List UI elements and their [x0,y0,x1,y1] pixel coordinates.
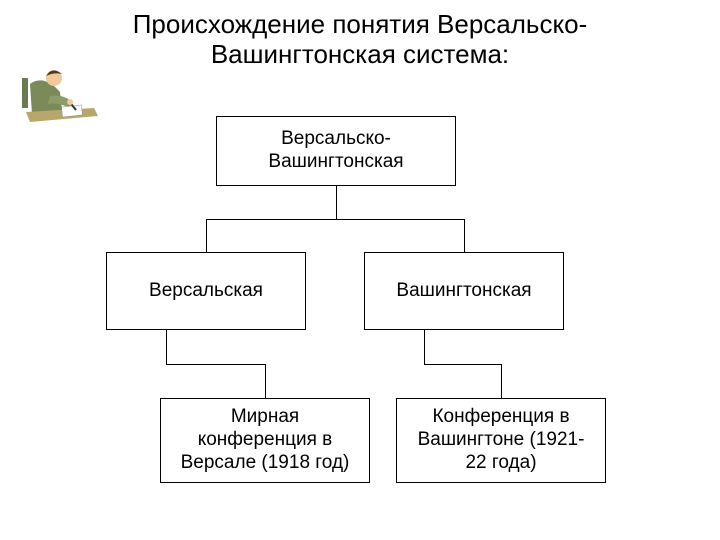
connector [166,364,265,365]
node-right2: Конференция в Вашингтоне (1921- 22 года) [396,398,606,483]
connector [424,330,425,364]
node-right1: Вашингтонская [364,252,564,330]
node-right2-line2: Вашингтоне (1921- [418,429,585,450]
node-right1-text: Вашингтонская [396,280,531,303]
connector [336,186,337,219]
connector [424,364,501,365]
connector [206,219,207,252]
slide-title: Происхождение понятия Версальско- Вашинг… [0,10,720,70]
node-right2-line3: 22 года) [465,452,536,473]
connector [501,364,502,398]
node-left2-line2: конференция в [198,429,333,450]
connector [206,219,464,220]
title-line1: Происхождение понятия Версальско- [133,9,588,39]
node-root: Версальско- Вашингтонская [216,116,456,186]
connector [464,219,465,252]
clipart-person-at-desk [20,66,98,136]
node-left1-text: Версальская [149,280,263,303]
connector [166,330,167,364]
node-right2-line1: Конференция в [432,406,569,427]
node-left2-line3: Версале (1918 год) [181,452,350,473]
node-root-line2: Вашингтонская [268,151,403,172]
node-left2-line1: Мирная [231,406,299,427]
connector [265,364,266,398]
node-left2: Мирная конференция в Версале (1918 год) [160,398,370,483]
node-root-line1: Версальско- [281,128,391,149]
node-left1: Версальская [106,252,306,330]
title-line2: Вашингтонская система: [211,39,509,69]
